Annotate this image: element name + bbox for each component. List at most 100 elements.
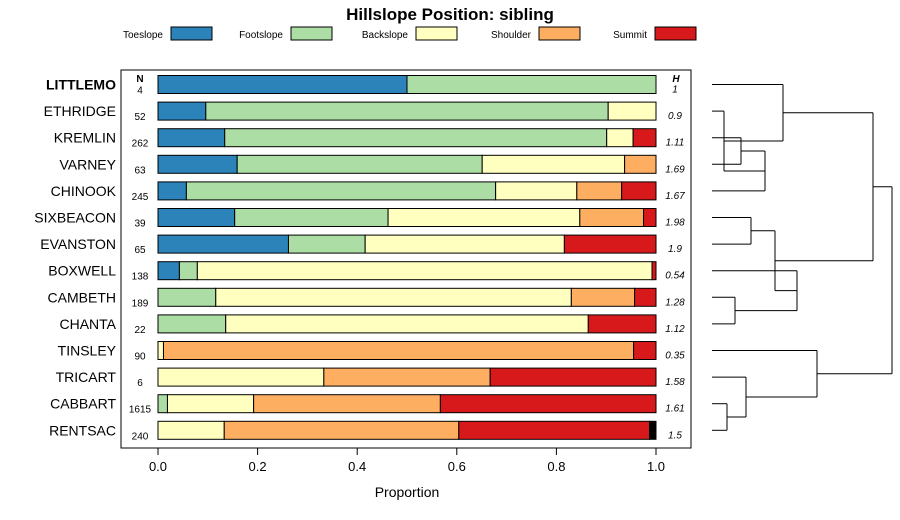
bar-segment-summit <box>439 394 657 414</box>
bar-segment-summit <box>563 234 657 254</box>
bar-segment-toeslope <box>157 261 180 281</box>
row-n-value: 1615 <box>129 405 152 416</box>
bar-segment-backslope <box>225 314 589 334</box>
row-evanston: EVANSTON 65 1.9 <box>40 234 682 256</box>
legend-swatch-backslope <box>415 26 458 41</box>
row-h-value: 0.54 <box>665 271 685 282</box>
bar-segment-footslope <box>287 234 366 254</box>
legend-swatch-toeslope <box>170 26 213 41</box>
bar-segment-summit <box>651 261 657 281</box>
bar-segment-backslope <box>215 287 572 307</box>
row-chinook: CHINOOK 245 1.67 <box>51 181 685 203</box>
bar-segment-summit <box>632 128 657 148</box>
row-label: CHINOOK <box>51 183 117 199</box>
bar-segment-backslope <box>166 394 255 414</box>
h-column-header: H <box>672 74 680 85</box>
bar-segment-toeslope <box>157 101 207 121</box>
bar-segment-footslope <box>157 314 227 334</box>
row-littlemo: LITTLEMO 4 1 <box>46 75 678 97</box>
row-label: SIXBEACON <box>34 210 116 226</box>
bar-segment-summit <box>643 208 657 227</box>
row-label: BOXWELL <box>48 263 116 279</box>
row-h-value: 1.69 <box>665 164 685 175</box>
row-h-value: 1.61 <box>665 404 684 415</box>
row-h-value: 1.9 <box>668 244 682 255</box>
bar-segment-backslope <box>387 208 581 227</box>
row-n-value: 22 <box>134 325 146 336</box>
bar-segment-footslope <box>157 287 217 307</box>
row-n-value: 39 <box>134 219 146 230</box>
chart-rows: LITTLEMO 4 1 ETHRIDGE 52 0.9 KREMLIN 262 1.11 VAR… <box>34 75 685 442</box>
bar-segment-toeslope <box>157 208 236 227</box>
dendrogram <box>712 84 893 431</box>
row-n-value: 65 <box>134 245 146 256</box>
bar-segment-footslope <box>234 208 389 227</box>
row-tinsley: TINSLEY 90 0.35 <box>58 341 685 363</box>
row-n-value: 138 <box>132 272 149 283</box>
legend-swatch-summit <box>654 26 697 41</box>
row-h-value: 1.67 <box>665 191 685 202</box>
x-axis-title: Proportion <box>375 484 440 500</box>
row-h-value: 1 <box>672 85 678 96</box>
bar-segment-backslope <box>157 367 325 387</box>
chart-title: Hillslope Position: sibling <box>346 5 554 24</box>
row-label: TINSLEY <box>58 343 117 359</box>
row-n-value: 6 <box>137 378 143 389</box>
legend-swatch-footslope <box>290 26 333 41</box>
row-n-value: 189 <box>132 298 149 309</box>
bar-segment-shoulder <box>162 341 635 360</box>
bar-segment-toeslope <box>157 234 289 254</box>
bar-segment-shoulder <box>576 181 623 201</box>
row-label: LITTLEMO <box>46 77 116 93</box>
row-h-value: 1.28 <box>665 297 685 308</box>
row-kremlin: KREMLIN 262 1.11 <box>54 128 685 150</box>
row-label: EVANSTON <box>40 236 116 252</box>
bar-segment-backslope <box>495 181 578 201</box>
bar-segment-footslope <box>236 154 483 174</box>
row-boxwell: BOXWELL 138 0.54 <box>48 261 685 283</box>
row-h-value: 0.9 <box>668 111 682 122</box>
x-axis: 0.0 0.2 0.4 0.6 0.8 1.0 <box>149 448 665 474</box>
bar-segment-shoulder <box>570 287 636 307</box>
row-n-value: 90 <box>134 352 146 363</box>
bar-segment-footslope <box>178 261 198 281</box>
bar-segment-summit <box>587 314 657 334</box>
row-chanta: CHANTA 22 1.12 <box>59 314 685 336</box>
row-cabbart: CABBART 1615 1.61 <box>50 394 685 416</box>
x-tick-label: 0.8 <box>547 459 565 474</box>
row-h-value: 0.35 <box>665 351 685 362</box>
legend-label-summit: Summit <box>613 30 647 41</box>
row-h-value: 1.58 <box>665 377 685 388</box>
legend: Toeslope Footslope Backslope Shoulder Summit <box>123 26 697 41</box>
row-n-value: 63 <box>134 165 146 176</box>
row-label: TRICART <box>56 369 117 385</box>
legend-swatch-shoulder <box>538 26 581 41</box>
bar-segment-toeslope <box>157 128 226 148</box>
x-tick-label: 1.0 <box>647 459 665 474</box>
bar-segment-footslope <box>157 394 168 414</box>
row-ethridge: ETHRIDGE 52 0.9 <box>44 101 682 123</box>
bar-segment-shoulder <box>323 367 491 387</box>
bar-segment-summit <box>633 341 657 360</box>
row-n-value: 262 <box>132 139 149 150</box>
legend-label-shoulder: Shoulder <box>491 30 532 41</box>
row-cambeth: CAMBETH 189 1.28 <box>48 287 685 309</box>
row-label: CAMBETH <box>48 289 116 305</box>
bar-segment-backslope <box>606 128 634 148</box>
legend-label-toeslope: Toeslope <box>123 30 163 41</box>
row-label: VARNEY <box>59 156 116 172</box>
bar-segment-other <box>649 420 657 440</box>
x-tick-label: 0.6 <box>448 459 466 474</box>
legend-label-backslope: Backslope <box>362 30 409 41</box>
bar-segment-summit <box>634 287 657 307</box>
bar-segment-backslope <box>157 341 164 360</box>
row-n-value: 245 <box>132 192 149 203</box>
row-h-value: 1.11 <box>666 138 685 149</box>
row-label: CABBART <box>50 396 116 412</box>
bar-segment-shoulder <box>624 154 657 174</box>
bar-segment-shoulder <box>579 208 645 227</box>
x-tick-label: 0.0 <box>149 459 167 474</box>
row-label: ETHRIDGE <box>44 103 116 119</box>
bar-segment-backslope <box>157 420 225 440</box>
row-label: KREMLIN <box>54 130 116 146</box>
